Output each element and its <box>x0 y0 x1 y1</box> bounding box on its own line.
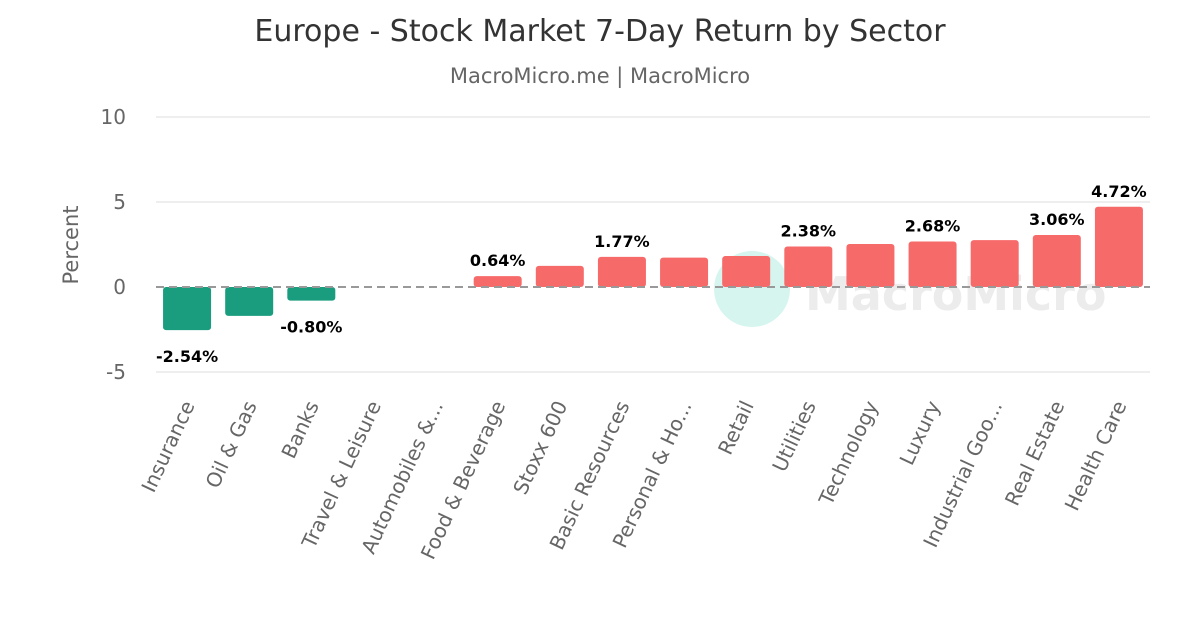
y-tick-label: -5 <box>106 360 126 384</box>
bar <box>1094 206 1143 287</box>
y-tick-label: 10 <box>101 105 126 129</box>
x-tick-label: Technology <box>813 397 883 510</box>
bar <box>597 256 646 287</box>
bar <box>287 287 336 301</box>
bar <box>225 287 274 316</box>
x-tick-label: Health Care <box>1060 397 1132 514</box>
bar <box>722 256 771 287</box>
x-tick-label: Banks <box>276 397 323 462</box>
bar <box>1032 234 1081 287</box>
data-label: 0.64% <box>470 251 526 270</box>
x-tick-label: Stoxx 600 <box>508 397 572 498</box>
bar <box>970 240 1019 287</box>
data-label: 2.68% <box>905 216 961 235</box>
data-label: -0.80% <box>280 318 342 337</box>
x-tick-label: Retail <box>713 397 759 458</box>
bar <box>908 241 957 287</box>
data-label: 3.06% <box>1029 210 1085 229</box>
data-label: 4.72% <box>1091 182 1147 201</box>
bar <box>163 287 212 331</box>
x-tick-label: Oil & Gas <box>201 397 262 492</box>
data-label: 1.77% <box>594 232 650 251</box>
data-label: -2.54% <box>156 347 218 366</box>
x-tick-label: Luxury <box>895 397 946 469</box>
x-tick-label: Insurance <box>136 397 199 496</box>
bar <box>535 265 584 287</box>
x-tick-label: Real Estate <box>1000 397 1069 509</box>
data-label: 2.38% <box>781 222 837 241</box>
chart-subtitle: MacroMicro.me | MacroMicro <box>449 64 751 88</box>
bar <box>846 243 895 287</box>
bar <box>473 276 522 287</box>
y-axis-label: Percent <box>59 205 83 284</box>
x-tick-label: Utilities <box>767 397 821 475</box>
bar <box>660 257 709 287</box>
y-tick-label: 5 <box>113 190 126 214</box>
chart-title: Europe - Stock Market 7-Day Return by Se… <box>254 14 946 49</box>
y-tick-label: 0 <box>113 275 126 299</box>
bar <box>784 246 833 287</box>
